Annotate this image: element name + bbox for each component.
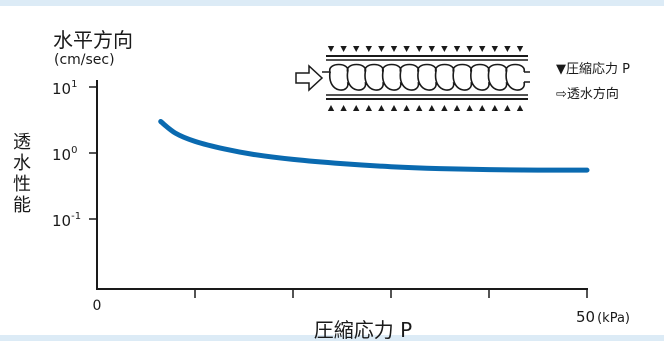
pressure-arrow-bottom-16 [516,105,524,111]
pressure-arrows-bottom [327,105,524,111]
pressure-arrow-bottom-5 [378,105,385,111]
y-axis-unit: (cm/sec) [54,52,115,68]
y-axis-label-char-1: 透 [13,132,31,153]
pressure-arrow-top-6 [390,46,398,52]
x-axis-title: 圧縮応力 P [314,318,412,342]
y-tick-label-10-1: 101 [52,79,77,98]
x-tick-label-start: 0 [93,298,102,314]
pressure-arrow-bottom-14 [491,105,498,111]
pressure-arrow-bottom-6 [390,105,398,111]
pressure-arrow-top-15 [504,46,511,52]
pressure-arrow-bottom-7 [403,105,410,111]
pressure-arrow-bottom-9 [428,105,435,111]
pressure-arrow-top-3 [353,46,360,52]
y-axis-label-char-4: 能 [13,195,31,216]
pressure-arrow-bottom-11 [453,105,461,111]
inset-diagram [295,46,530,111]
y-axis-title: 水平方向 [53,28,133,52]
legend-flow: ⇨透水方向 [556,86,619,102]
pressure-arrow-bottom-13 [479,105,486,111]
y-axis-label-char-2: 水 [13,153,31,174]
pressure-arrow-bottom-8 [416,105,423,111]
chart-svg: 水平方向 (cm/sec) 透 水 性 能 101 100 10-1 0 50(… [13,28,630,342]
pressure-arrow-top-13 [479,46,486,52]
flow-arrow-icon [295,64,324,92]
pressure-arrow-bottom-3 [353,105,360,111]
pressure-arrow-top-14 [491,46,498,52]
pressure-arrows-top [327,46,524,52]
pressure-arrow-top-5 [378,46,385,52]
pressure-arrow-bottom-2 [340,105,347,111]
y-axis-label-char-3: 性 [13,174,31,195]
x-tick-label-end: 50 (kPa) [576,308,630,326]
y-tick-label-10-neg1: 10-1 [52,211,81,230]
pressure-arrow-bottom-4 [365,105,372,111]
pressure-arrow-top-8 [416,46,423,52]
pressure-arrow-top-16 [516,46,524,52]
pressure-arrow-bottom-15 [504,105,511,111]
pressure-arrow-top-2 [340,46,347,52]
legend-pressure: ▼圧縮応力 P [556,61,630,77]
coil-core [322,63,530,91]
pressure-arrow-top-4 [365,46,372,52]
x-ticks [194,289,588,298]
pressure-arrow-top-12 [466,46,473,52]
pressure-arrow-top-10 [441,46,448,52]
pressure-arrow-bottom-1 [327,105,335,111]
pressure-arrow-top-1 [327,46,335,52]
pressure-arrow-top-11 [453,46,461,52]
pressure-arrow-top-9 [428,46,435,52]
pressure-arrow-bottom-12 [466,105,473,111]
pressure-arrow-bottom-10 [441,105,448,111]
y-tick-label-10-0: 100 [52,145,77,164]
series-line [158,119,590,173]
pressure-arrow-top-7 [403,46,410,52]
